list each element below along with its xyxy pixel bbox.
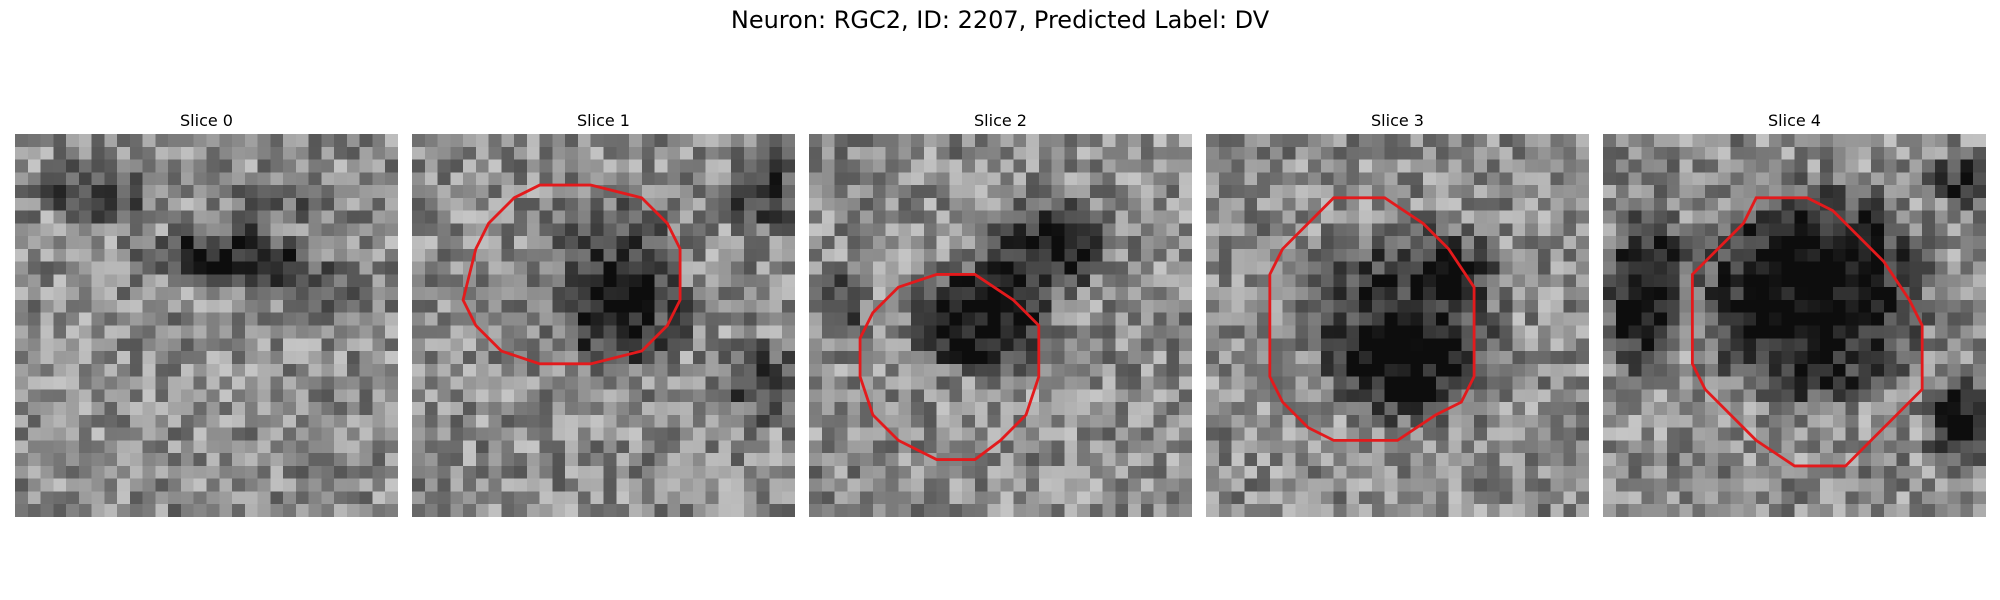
contour-outline-2 xyxy=(858,273,1041,461)
slice-title-4: Slice 4 xyxy=(1768,111,1821,130)
slice-title-2: Slice 2 xyxy=(974,111,1027,130)
slice-image-4 xyxy=(1603,134,1986,517)
contour-outline-4 xyxy=(1690,196,1924,468)
slice-image-0 xyxy=(15,134,398,517)
contour-outline-1 xyxy=(461,183,682,366)
slice-title-0: Slice 0 xyxy=(180,111,233,130)
slice-panel-3: Slice 3 xyxy=(1206,110,1589,517)
figure-title: Neuron: RGC2, ID: 2207, Predicted Label:… xyxy=(730,6,1270,34)
slice-image-3 xyxy=(1206,134,1589,517)
slice-panel-2: Slice 2 xyxy=(809,110,1192,517)
slice-title-3: Slice 3 xyxy=(1371,111,1424,130)
slice-image-2 xyxy=(809,134,1192,517)
slice-image-1 xyxy=(412,134,795,517)
slice-panel-1: Slice 1 xyxy=(412,110,795,517)
slice-title-1: Slice 1 xyxy=(577,111,630,130)
contour-outline-3 xyxy=(1268,196,1476,442)
slice-panel-0: Slice 0 xyxy=(15,110,398,517)
slice-panel-4: Slice 4 xyxy=(1603,110,1986,517)
